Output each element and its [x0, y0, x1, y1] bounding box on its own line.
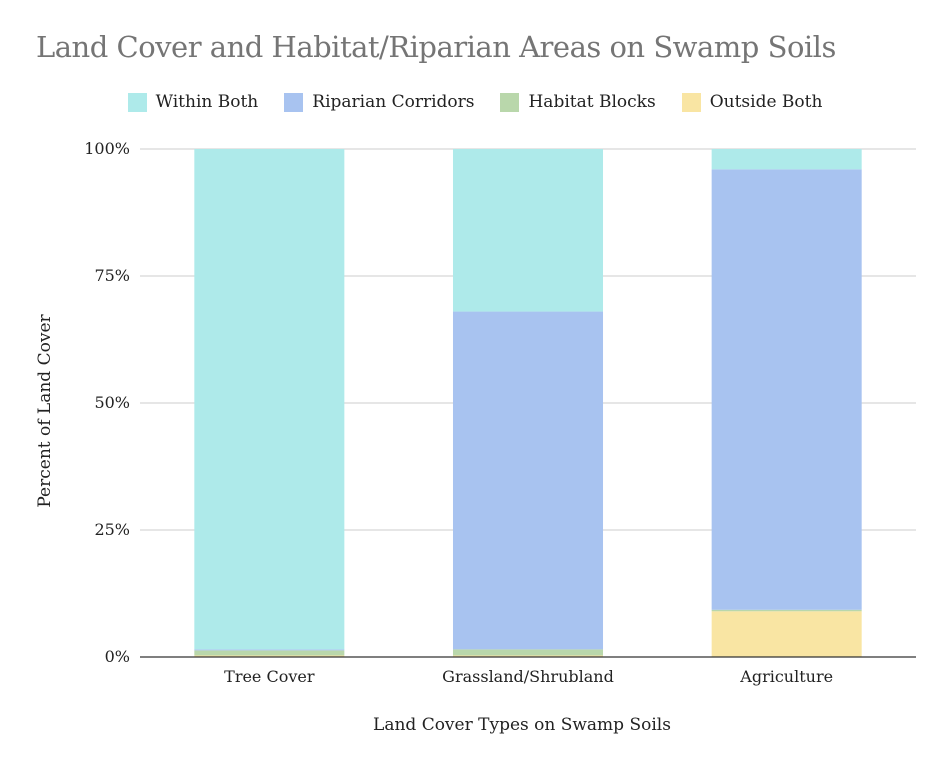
bar-segment	[452, 149, 604, 312]
y-tick-label: 50%	[94, 393, 130, 412]
bar-segment	[194, 149, 345, 650]
legend-swatch	[500, 92, 520, 112]
legend-item: Riparian Corridors	[284, 92, 474, 112]
legend-swatch	[284, 92, 304, 112]
legend-label: Riparian Corridors	[312, 92, 475, 112]
legend-item: Within Both	[127, 92, 259, 112]
bar-segment	[452, 649, 604, 656]
legend-label: Within Both	[155, 92, 259, 112]
y-tick-label: 100%	[84, 139, 130, 158]
legend-item: Outside Both	[681, 92, 823, 112]
y-axis-title: Percent of Land Cover	[35, 314, 55, 508]
bar-segment	[711, 149, 862, 170]
legend-label: Habitat Blocks	[528, 92, 656, 112]
x-tick-label: Grassland/Shrubland	[442, 667, 614, 686]
legend-item: Habitat Blocks	[500, 92, 656, 112]
bar-segment	[711, 169, 862, 610]
x-tick-label: Agriculture	[739, 667, 833, 686]
x-axis-title: Land Cover Types on Swamp Soils	[373, 715, 671, 735]
y-tick-label: 0%	[105, 647, 130, 666]
bar-segment	[194, 655, 345, 657]
bar-segment	[452, 655, 604, 657]
bar-segment	[711, 611, 862, 657]
y-tick-label: 25%	[94, 520, 130, 539]
x-tick-label: Tree Cover	[224, 667, 315, 686]
legend-label: Outside Both	[709, 92, 823, 112]
bar-segment	[711, 609, 862, 612]
y-tick-label: 75%	[94, 266, 130, 285]
bar-segment	[194, 650, 345, 656]
legend-swatch	[127, 92, 147, 112]
chart-title: Land Cover and Habitat/Riparian Areas on…	[36, 30, 836, 64]
bar-segment	[194, 649, 345, 651]
bar-segment	[452, 311, 604, 650]
legend-swatch	[681, 92, 701, 112]
legend: Within Both Riparian Corridors Habitat Blo…	[0, 92, 950, 112]
